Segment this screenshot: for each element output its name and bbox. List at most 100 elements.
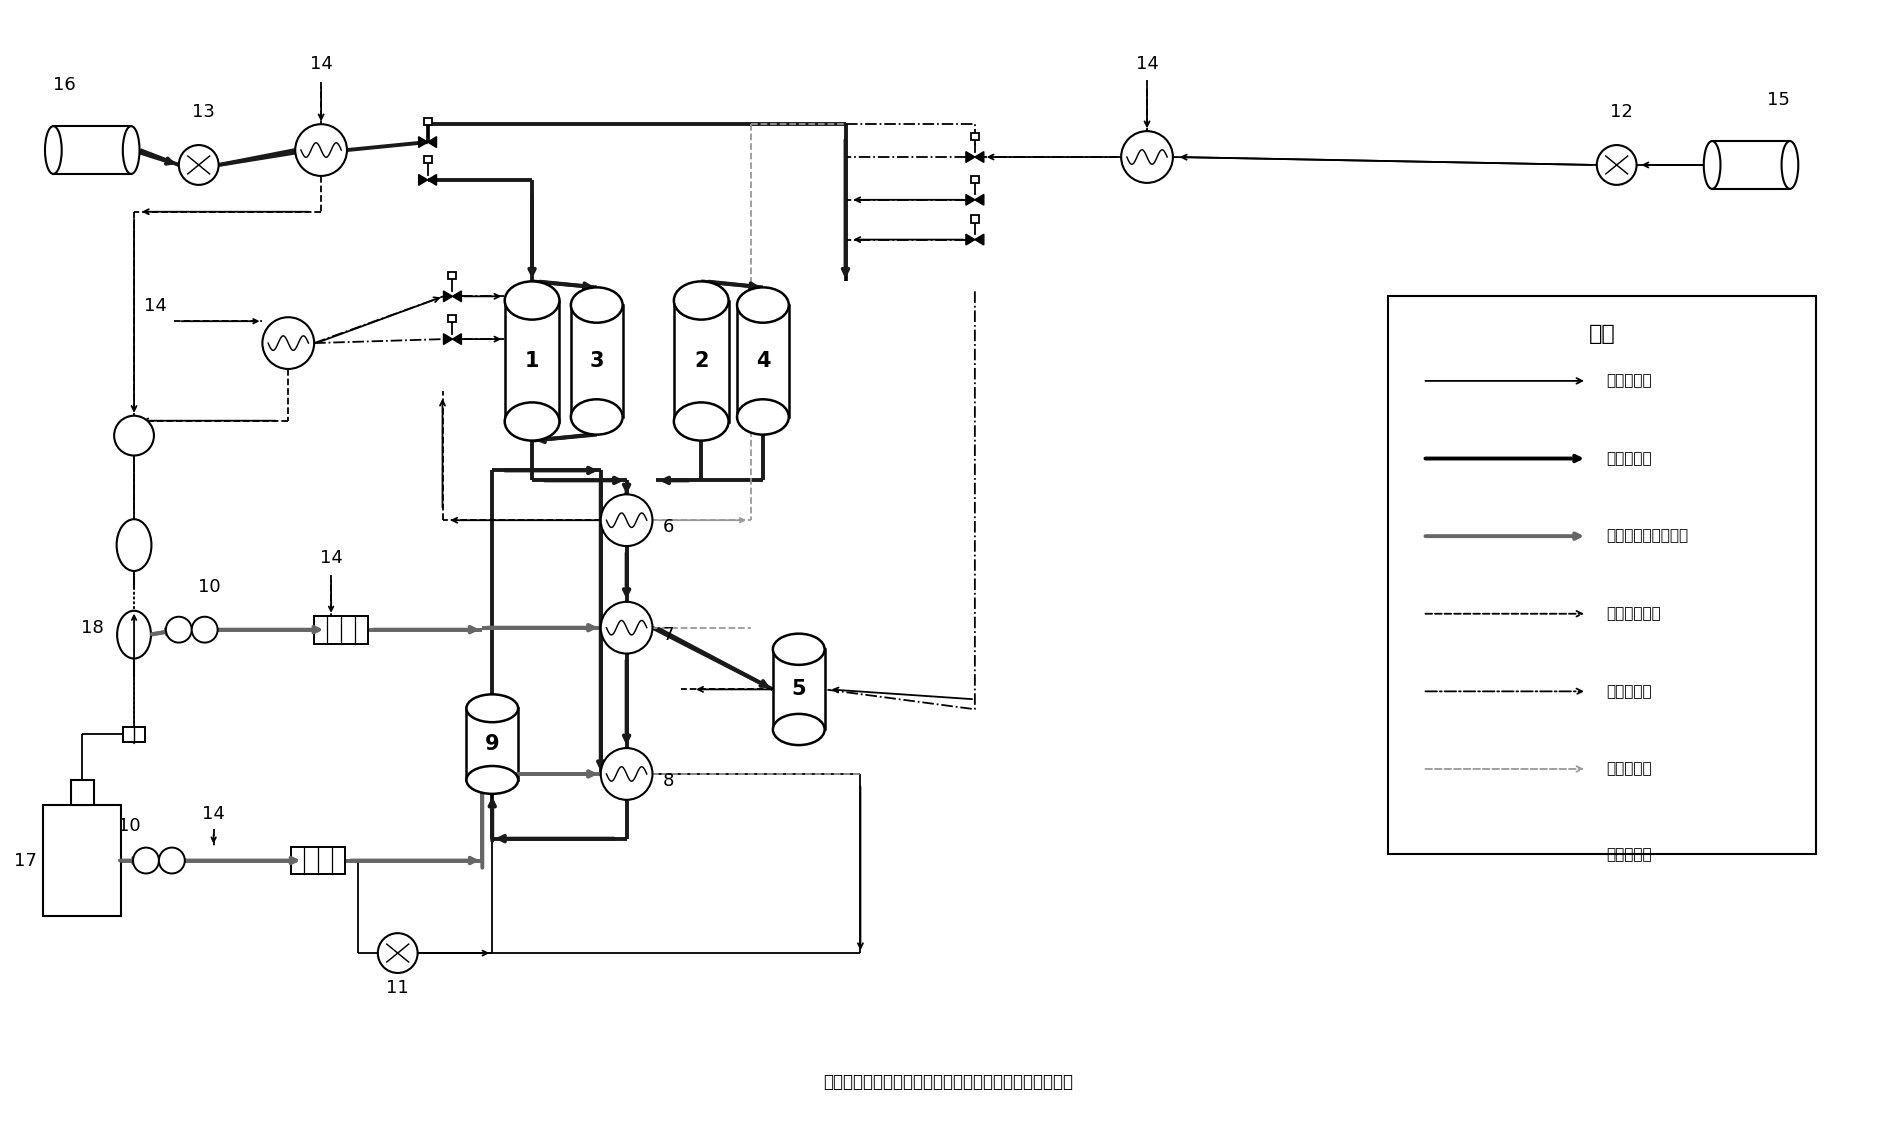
Bar — [971, 215, 979, 223]
Bar — [772, 650, 825, 730]
Ellipse shape — [1704, 141, 1721, 189]
Text: 9: 9 — [486, 734, 499, 754]
Bar — [448, 272, 457, 279]
Text: 流量控制阀: 流量控制阀 — [1607, 847, 1652, 863]
Text: 7: 7 — [662, 626, 673, 644]
Text: 16: 16 — [53, 77, 76, 95]
Text: 5: 5 — [791, 679, 806, 699]
Polygon shape — [444, 291, 453, 302]
Bar — [673, 301, 728, 421]
Bar — [53, 126, 131, 173]
Text: 2: 2 — [694, 351, 708, 370]
Circle shape — [133, 848, 159, 874]
Circle shape — [601, 601, 653, 653]
Polygon shape — [966, 152, 975, 162]
Circle shape — [1597, 145, 1637, 185]
Text: 产品气体管道: 产品气体管道 — [1607, 606, 1662, 622]
Polygon shape — [1453, 837, 1463, 847]
Polygon shape — [444, 333, 453, 345]
Circle shape — [165, 617, 192, 643]
Text: 4: 4 — [755, 351, 770, 370]
Polygon shape — [966, 195, 975, 205]
Ellipse shape — [467, 695, 518, 722]
Bar — [423, 155, 433, 163]
Ellipse shape — [772, 714, 825, 745]
Circle shape — [192, 617, 218, 643]
Ellipse shape — [467, 766, 518, 794]
Polygon shape — [1463, 837, 1472, 847]
Polygon shape — [419, 136, 427, 148]
Text: 15: 15 — [1768, 91, 1791, 109]
Polygon shape — [453, 291, 461, 302]
Polygon shape — [975, 152, 985, 162]
Bar — [738, 305, 789, 417]
Polygon shape — [453, 333, 461, 345]
Ellipse shape — [738, 400, 789, 435]
Ellipse shape — [673, 282, 728, 320]
Ellipse shape — [571, 287, 622, 323]
Text: 3: 3 — [590, 351, 603, 370]
Ellipse shape — [772, 634, 825, 664]
Circle shape — [178, 145, 218, 185]
Bar — [1459, 817, 1466, 824]
Ellipse shape — [673, 402, 728, 440]
Text: 14: 14 — [203, 805, 226, 823]
Ellipse shape — [505, 282, 560, 320]
Bar — [971, 133, 979, 140]
Ellipse shape — [1781, 141, 1798, 189]
Bar — [1713, 141, 1791, 189]
Ellipse shape — [571, 400, 622, 435]
Bar — [313, 616, 368, 644]
Ellipse shape — [738, 287, 789, 323]
Bar — [44, 805, 121, 917]
Text: 14: 14 — [309, 55, 332, 73]
Ellipse shape — [505, 402, 560, 440]
Text: 14: 14 — [144, 297, 167, 315]
Text: 17: 17 — [13, 851, 38, 869]
Bar — [971, 176, 979, 182]
Text: 氧化剂管道: 氧化剂管道 — [1607, 683, 1652, 699]
Polygon shape — [975, 195, 985, 205]
Text: 11: 11 — [387, 978, 410, 997]
Ellipse shape — [123, 126, 140, 173]
Bar — [423, 118, 433, 125]
Bar — [505, 301, 560, 421]
Circle shape — [601, 494, 653, 546]
Bar — [571, 305, 622, 417]
Polygon shape — [419, 175, 427, 186]
Text: 18: 18 — [82, 618, 104, 636]
Polygon shape — [427, 136, 436, 148]
Text: 图例: 图例 — [1588, 324, 1614, 345]
Circle shape — [1121, 131, 1172, 182]
Text: 14: 14 — [1136, 55, 1159, 73]
Text: 循环水管道: 循环水管道 — [1607, 761, 1652, 777]
Circle shape — [378, 933, 417, 973]
Text: 原料及中间产物管道: 原料及中间产物管道 — [1607, 528, 1688, 544]
Text: 8: 8 — [662, 772, 673, 790]
Polygon shape — [966, 234, 975, 245]
Text: 超临界水系统的串联梯级多次氧化及换热系统及操作方法: 超临界水系统的串联梯级多次氧化及换热系统及操作方法 — [823, 1073, 1074, 1091]
Text: 高温水管道: 高温水管道 — [1607, 452, 1652, 466]
Text: 6: 6 — [662, 518, 673, 536]
Ellipse shape — [46, 126, 63, 173]
Bar — [123, 726, 144, 742]
Circle shape — [159, 848, 184, 874]
Text: 12: 12 — [1611, 104, 1633, 122]
Polygon shape — [427, 175, 436, 186]
Bar — [467, 708, 518, 780]
Ellipse shape — [116, 519, 152, 571]
Bar — [70, 780, 95, 805]
Bar — [290, 847, 345, 875]
Ellipse shape — [118, 610, 152, 659]
Circle shape — [114, 415, 154, 456]
Text: 1: 1 — [525, 351, 539, 370]
Text: 10: 10 — [199, 578, 220, 596]
Circle shape — [262, 318, 315, 369]
Bar — [448, 315, 457, 322]
Text: 13: 13 — [192, 104, 214, 122]
Text: 14: 14 — [319, 549, 343, 568]
Circle shape — [601, 748, 653, 799]
Bar — [1389, 296, 1815, 854]
Polygon shape — [975, 234, 985, 245]
Text: 10: 10 — [118, 816, 140, 834]
